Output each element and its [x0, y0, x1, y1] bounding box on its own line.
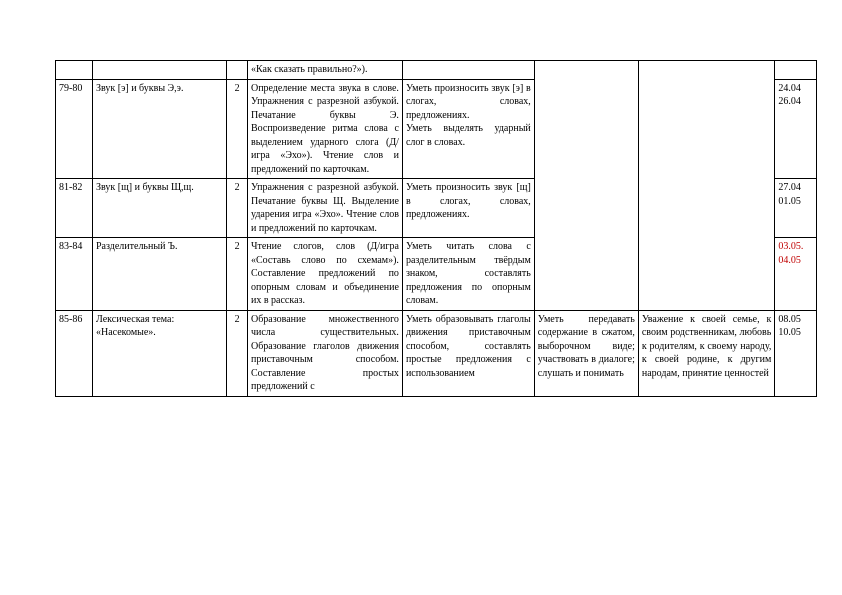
- cell-result1: Уметь образовывать глаголы движения прис…: [402, 310, 534, 396]
- cell-activity: Определение места звука в слове. Упражне…: [247, 79, 402, 179]
- cell-activity: Образование множественного числа существ…: [247, 310, 402, 396]
- cell-date: [775, 61, 817, 80]
- cell-result2: Уметь передавать содержание в сжатом, вы…: [534, 310, 638, 396]
- cell-number: 83-84: [56, 238, 93, 311]
- cell-number: 81-82: [56, 179, 93, 238]
- table-row: «Как сказать правильно?»).: [56, 61, 817, 80]
- cell-result2: [534, 61, 638, 311]
- cell-hours: 2: [227, 179, 248, 238]
- cell-result1: Уметь произносить звук [э] в слогах, сло…: [402, 79, 534, 179]
- cell-topic: Звук [э] и буквы Э,э.: [93, 79, 227, 179]
- cell-result1: Уметь читать слова с разделительным твёр…: [402, 238, 534, 311]
- cell-number: 79-80: [56, 79, 93, 179]
- cell-activity: Чтение слогов, слов (Д/игра «Составь сло…: [247, 238, 402, 311]
- cell-result1: [402, 61, 534, 80]
- cell-date: 27.0401.05: [775, 179, 817, 238]
- cell-result3: Уважение к своей семье, к своим родствен…: [638, 310, 774, 396]
- cell-hours: [227, 61, 248, 80]
- cell-topic: Лексическая тема: «Насекомые».: [93, 310, 227, 396]
- cell-activity: «Как сказать правильно?»).: [247, 61, 402, 80]
- cell-result1: Уметь произносить звук [щ] в слогах, сло…: [402, 179, 534, 238]
- cell-topic: Звук [щ] и буквы Щ,щ.: [93, 179, 227, 238]
- cell-result3: [638, 61, 774, 311]
- cell-date: 24.0426.04: [775, 79, 817, 179]
- cell-hours: 2: [227, 79, 248, 179]
- table-row: 85-86Лексическая тема: «Насекомые».2Обра…: [56, 310, 817, 396]
- cell-date: 08.0510.05: [775, 310, 817, 396]
- cell-activity: Упражнения с разрезной азбукой. Печатани…: [247, 179, 402, 238]
- curriculum-table: «Как сказать правильно?»). 79-80Звук [э] …: [55, 60, 817, 397]
- cell-hours: 2: [227, 238, 248, 311]
- cell-topic: Разделительный Ъ.: [93, 238, 227, 311]
- cell-topic: [93, 61, 227, 80]
- cell-hours: 2: [227, 310, 248, 396]
- cell-number: [56, 61, 93, 80]
- cell-date: 03.05.04.05: [775, 238, 817, 311]
- cell-number: 85-86: [56, 310, 93, 396]
